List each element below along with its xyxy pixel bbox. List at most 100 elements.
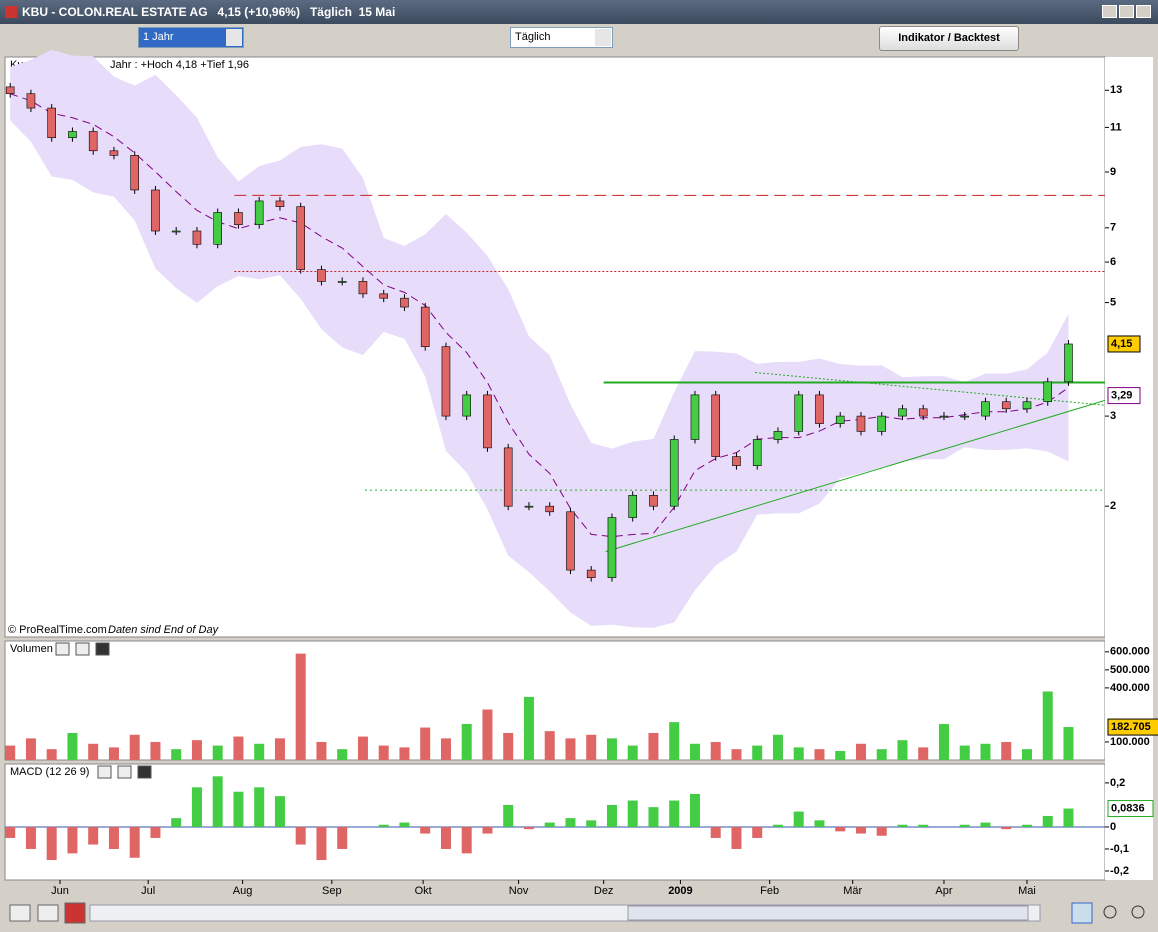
bar: [959, 824, 970, 827]
candle: [939, 415, 949, 418]
bar: [503, 804, 514, 827]
candle: [400, 297, 409, 308]
x-tick-label: Aug: [233, 885, 253, 897]
bar: [793, 811, 804, 827]
bar: [855, 743, 866, 760]
bar: [523, 826, 534, 830]
bar: [337, 826, 348, 849]
bar: [710, 741, 721, 760]
candle: [566, 511, 575, 571]
bar: [897, 824, 908, 827]
value-badge: [1107, 335, 1141, 353]
bar: [420, 727, 431, 760]
period: 1 Jahr: [143, 31, 174, 43]
bar: [233, 791, 244, 827]
panel-icon[interactable]: [117, 765, 132, 779]
candle: [835, 415, 845, 424]
bar: [689, 793, 700, 827]
bar: [274, 796, 285, 827]
bar: [814, 820, 825, 827]
bar: [295, 653, 306, 760]
bar: [835, 750, 846, 760]
candle: [254, 200, 264, 225]
candle: [690, 394, 700, 440]
x-tick-label: 2009: [668, 885, 692, 897]
zoom-out[interactable]: [1103, 905, 1117, 919]
y-tick-label: -0,1: [1110, 843, 1129, 855]
candle: [960, 415, 970, 418]
interval-select[interactable]: Täglich: [510, 27, 613, 48]
bar: [25, 738, 36, 760]
bar: [876, 749, 887, 760]
indicator-button[interactable]: Indikator / Backtest: [879, 26, 1019, 51]
bar: [980, 743, 991, 760]
scroll-thumb[interactable]: [627, 905, 1029, 921]
cross-icon[interactable]: [64, 902, 86, 924]
bar: [399, 747, 410, 760]
bar: [793, 747, 804, 760]
candle: [462, 394, 472, 417]
bar: [1063, 808, 1074, 827]
candle: [337, 281, 347, 283]
bar: [191, 787, 202, 827]
bar: [150, 826, 161, 838]
panel-icon[interactable]: [75, 642, 90, 656]
candle: [669, 439, 679, 507]
title-bar: KBU - COLON.REAL ESTATE AG 4,15 (+10,96%…: [0, 0, 1158, 24]
period-select[interactable]: 1 Jahr: [138, 27, 244, 48]
app-icon: [5, 6, 17, 18]
maximize[interactable]: [1119, 5, 1134, 18]
bar: [420, 826, 431, 834]
bar: [171, 818, 182, 827]
axis-area: [1105, 57, 1153, 880]
candle: [1064, 343, 1073, 383]
bar: [876, 826, 887, 836]
bar: [897, 740, 908, 760]
y-tick-label: 0,2: [1110, 777, 1125, 789]
panel-icon[interactable]: [97, 765, 112, 779]
bar: [689, 743, 700, 760]
bar: [1021, 749, 1032, 760]
bar: [648, 807, 659, 827]
bar: [191, 740, 202, 760]
bar: [461, 723, 472, 760]
bar: [648, 732, 659, 760]
y-tick-label: -0,2: [1110, 865, 1129, 877]
panel-icon[interactable]: [55, 642, 70, 656]
bar: [378, 745, 389, 760]
bar: [46, 826, 57, 860]
bar: [772, 824, 783, 827]
candle: [151, 189, 160, 232]
bar: [67, 732, 78, 760]
bar: [5, 826, 16, 838]
panel-icon[interactable]: [137, 765, 152, 779]
candle: [752, 439, 762, 466]
y-tick-label: 9: [1110, 166, 1116, 178]
volume-panel: [4, 640, 1106, 761]
candle: [732, 456, 741, 466]
bar: [918, 824, 929, 827]
mail-icon[interactable]: [9, 904, 31, 922]
bar: [440, 738, 451, 760]
minimize[interactable]: [1102, 5, 1117, 18]
candle: [441, 346, 451, 417]
bar: [669, 722, 680, 760]
bar: [337, 749, 348, 760]
zoom-in[interactable]: [1131, 905, 1145, 919]
panel-title: MACD (12 26 9): [10, 766, 89, 778]
bar: [1063, 727, 1074, 760]
candle: [88, 131, 98, 152]
candle: [275, 200, 285, 207]
x-tick-label: Okt: [415, 885, 432, 897]
print-icon[interactable]: [37, 904, 59, 922]
zoom-icon[interactable]: [1071, 902, 1093, 924]
close[interactable]: [1136, 5, 1151, 18]
bar: [710, 826, 721, 838]
bar: [731, 826, 742, 849]
bar: [129, 734, 140, 760]
trend-line: [605, 399, 1106, 553]
bar: [835, 826, 846, 832]
panel-icon[interactable]: [95, 642, 110, 656]
bar: [627, 800, 638, 827]
